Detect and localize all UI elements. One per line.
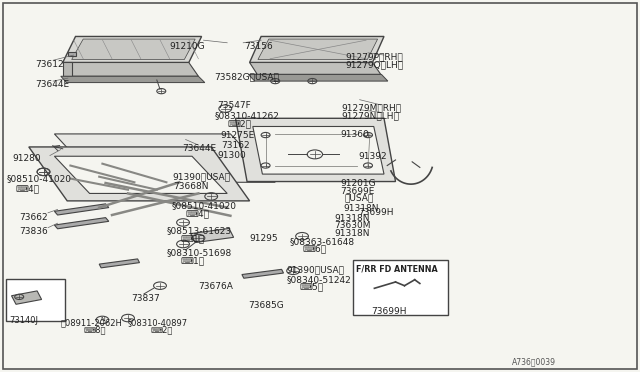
Text: ⌨5〈: ⌨5〈: [300, 283, 324, 292]
Polygon shape: [72, 39, 195, 60]
Text: ⌨2〈: ⌨2〈: [227, 119, 251, 128]
Polygon shape: [54, 134, 275, 182]
Bar: [6, 279, 65, 321]
Text: 73612: 73612: [35, 60, 64, 68]
Polygon shape: [54, 218, 109, 229]
Polygon shape: [12, 291, 42, 304]
Text: 91210G: 91210G: [170, 42, 205, 51]
Text: 91201G: 91201G: [340, 179, 376, 188]
Text: F/RR FD ANTENNA: F/RR FD ANTENNA: [356, 264, 438, 273]
Text: N: N: [100, 317, 105, 323]
Text: §08513-61623: §08513-61623: [166, 226, 232, 235]
Polygon shape: [250, 62, 381, 74]
Polygon shape: [68, 52, 76, 56]
Text: 91300: 91300: [218, 151, 246, 160]
Text: §08363-61648: §08363-61648: [289, 237, 355, 246]
Text: 91279M〈RH〉: 91279M〈RH〉: [342, 103, 402, 112]
Text: §08310-41262: §08310-41262: [214, 112, 279, 121]
Text: 91279Q〈LH〉: 91279Q〈LH〉: [346, 60, 404, 69]
Text: 73662: 73662: [19, 213, 48, 222]
Text: ⌨1〈: ⌨1〈: [180, 234, 205, 243]
Polygon shape: [54, 204, 109, 215]
Text: 73630M: 73630M: [334, 221, 371, 230]
Polygon shape: [63, 62, 72, 76]
Text: ⌨4〈: ⌨4〈: [16, 184, 40, 193]
Text: 73668N: 73668N: [173, 182, 208, 191]
Text: ⌨2〈: ⌨2〈: [150, 326, 173, 334]
Polygon shape: [54, 156, 227, 193]
Polygon shape: [236, 118, 396, 182]
Text: 73699H: 73699H: [358, 208, 394, 217]
Text: 73547F: 73547F: [218, 101, 252, 110]
Polygon shape: [29, 147, 250, 201]
Text: §08510-41020: §08510-41020: [172, 201, 237, 210]
Text: 73162: 73162: [221, 141, 250, 150]
Text: 91295: 91295: [250, 234, 278, 243]
Text: 73837: 73837: [131, 294, 160, 303]
Text: 73156: 73156: [244, 42, 273, 51]
Text: 91318N: 91318N: [334, 214, 369, 223]
Text: 〈USA〉: 〈USA〉: [344, 193, 374, 202]
Text: §08340-51242: §08340-51242: [287, 275, 351, 284]
Text: 91390〈USA〉: 91390〈USA〉: [173, 172, 231, 181]
Text: ⓝ08911-2062H: ⓝ08911-2062H: [61, 318, 123, 327]
Text: 73140J: 73140J: [10, 316, 38, 325]
Text: 73699E: 73699E: [340, 187, 375, 196]
Text: ⌨6〈: ⌨6〈: [302, 245, 326, 254]
Text: ⌨4〈: ⌨4〈: [186, 209, 210, 218]
Text: §08310-51698: §08310-51698: [166, 248, 232, 257]
Text: 91279N〈LH〉: 91279N〈LH〉: [342, 111, 399, 120]
Text: 91360: 91360: [340, 130, 369, 139]
Text: 73685G: 73685G: [248, 301, 284, 310]
Text: 73644E: 73644E: [35, 80, 69, 89]
Polygon shape: [253, 126, 384, 174]
Polygon shape: [248, 74, 388, 81]
Polygon shape: [63, 36, 202, 62]
Text: ⌨1〈: ⌨1〈: [180, 256, 205, 265]
Text: 73836: 73836: [19, 227, 48, 236]
Polygon shape: [258, 39, 378, 60]
Text: 91390〈USA〉: 91390〈USA〉: [287, 265, 345, 274]
Polygon shape: [250, 36, 384, 62]
Text: 91280: 91280: [13, 154, 42, 163]
Text: §08510-41020: §08510-41020: [6, 174, 72, 183]
Text: 73644E: 73644E: [182, 144, 216, 153]
Text: 73699H: 73699H: [371, 307, 406, 316]
Polygon shape: [61, 76, 205, 83]
Text: 91275E: 91275E: [221, 131, 255, 140]
Bar: [353, 260, 448, 315]
Text: 91279P〈RH〉: 91279P〈RH〉: [346, 53, 403, 62]
Text: §08310-40897: §08310-40897: [128, 318, 188, 327]
Text: 73582G〈USA〉: 73582G〈USA〉: [214, 73, 279, 81]
Polygon shape: [191, 228, 234, 243]
Polygon shape: [99, 259, 140, 268]
Text: 91318N: 91318N: [334, 229, 369, 238]
Text: 73676A: 73676A: [198, 282, 233, 291]
Polygon shape: [242, 269, 284, 278]
Text: A736。0039: A736。0039: [512, 357, 556, 366]
Text: 91392: 91392: [358, 152, 387, 161]
Text: 91318N: 91318N: [343, 204, 378, 213]
Text: ⌨8〈: ⌨8〈: [83, 326, 106, 334]
Polygon shape: [63, 62, 198, 76]
